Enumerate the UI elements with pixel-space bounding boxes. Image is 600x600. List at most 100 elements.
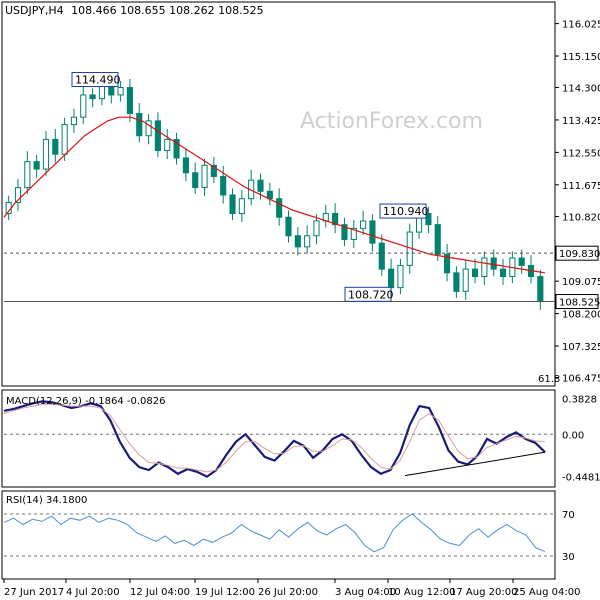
candle-body	[61, 124, 68, 155]
candle-body	[294, 235, 301, 248]
candle-body	[481, 257, 488, 278]
rsi-tick-label: 30	[562, 552, 575, 563]
candle-body	[537, 276, 544, 302]
candle-body	[210, 164, 217, 177]
price-tick-label: 113.425	[562, 116, 600, 127]
candle-body	[70, 116, 78, 126]
price-tick-label: 110.820	[562, 212, 600, 223]
macd-tick-label: 0.00	[562, 430, 584, 441]
price-tick-label: 106.475	[562, 374, 600, 385]
symbol-label: USDJPY,H4	[5, 4, 64, 17]
candle-body	[285, 216, 292, 237]
price-tick-label: 108.200	[562, 310, 600, 321]
price-tick-label: 109.075	[562, 277, 600, 288]
axis-layer: 116.025 115.150 114.300 113.425 112.550 111.6…	[3, 20, 600, 598]
candle-body	[201, 164, 208, 189]
rsi-tick-label: 70	[562, 510, 575, 521]
candle-body	[192, 172, 199, 189]
macd-layer	[3, 400, 555, 478]
candle-body	[462, 268, 469, 292]
time-tick-label: 25 Aug 04:00	[513, 587, 580, 598]
level-tag-label: 109.830	[559, 249, 600, 260]
candle-body	[518, 257, 525, 266]
time-tick-label: 4 Jul 20:00	[66, 587, 120, 598]
candle-body	[434, 224, 441, 255]
time-tick-label: 17 Aug 20:00	[450, 587, 517, 598]
fib-label: 61.8	[538, 374, 560, 385]
candle-body	[453, 272, 460, 292]
candle-body	[257, 179, 264, 192]
time-tick-label: 19 Jul 12:00	[195, 587, 255, 598]
macd-line	[3, 400, 546, 478]
macd-panel-frame	[1, 389, 556, 488]
price-tick-label: 112.550	[562, 148, 600, 159]
ohlc-values: 108.466 108.655 108.262 108.525	[71, 4, 263, 17]
candle-body	[80, 94, 87, 118]
symbol-header: USDJPY,H4 108.466 108.655 108.262 108.52…	[5, 4, 264, 17]
price-annotation-box	[344, 286, 392, 302]
price-annotation-label: 110.940	[383, 205, 429, 218]
candle-body	[397, 264, 404, 289]
candle-body	[332, 213, 339, 226]
candle-body	[14, 187, 22, 203]
level-tag	[555, 294, 599, 310]
candle-body	[341, 224, 348, 240]
rsi-layer	[3, 513, 555, 557]
price-tick-label: 111.675	[562, 181, 600, 192]
time-tick-label: 3 Aug 04:00	[335, 587, 396, 598]
time-tick-label: 27 Jun 2017	[4, 587, 64, 598]
candle-body	[350, 227, 357, 240]
candle-body	[154, 120, 161, 152]
candle-body	[42, 138, 50, 170]
time-tick-label: 26 Jul 20:00	[258, 587, 318, 598]
candle-body	[182, 157, 189, 174]
price-tick-label: 114.300	[562, 84, 600, 95]
candle-body	[360, 220, 367, 229]
candle-body	[490, 257, 497, 270]
time-tick-label: 10 Aug 12:00	[388, 587, 455, 598]
macd-trend-line	[404, 451, 546, 477]
candle-body	[304, 235, 311, 248]
candle-body	[24, 161, 31, 189]
rsi-line	[3, 513, 546, 553]
price-tick-label: 107.325	[562, 342, 600, 353]
candle-body	[89, 94, 96, 100]
candle-body	[388, 268, 395, 289]
price-annotation-box	[71, 71, 119, 87]
candle-body	[136, 112, 143, 137]
price-panel-frame	[1, 1, 556, 387]
price-layer: 114.490 110.940 108.720	[3, 71, 555, 310]
candle-body	[164, 138, 171, 152]
time-tick-label: 12 Jul 04:00	[130, 587, 190, 598]
macd-title: MACD(12,26,9) -0.1864 -0.0826	[6, 396, 166, 407]
rsi-panel-frame	[1, 490, 556, 580]
candle-body	[238, 198, 245, 215]
candle-body	[117, 87, 124, 96]
candle-body	[313, 220, 320, 237]
candle-body	[266, 190, 273, 200]
price-annotation-label: 108.720	[348, 288, 394, 301]
candle-body	[229, 194, 236, 215]
watermark: ActionForex.com	[300, 109, 483, 134]
price-tick-label: 116.025	[562, 20, 600, 31]
candle-body	[276, 198, 283, 218]
signal-line	[3, 403, 546, 473]
macd-tick-label: 0.3828	[562, 394, 597, 405]
candle-body	[369, 220, 376, 244]
candle-body	[499, 268, 507, 278]
macd-tick-label: -0.4481	[562, 472, 600, 483]
price-annotation-label: 114.490	[75, 73, 121, 86]
candle-body	[443, 253, 451, 274]
candle-body	[173, 138, 180, 159]
price-tick-label: 115.150	[562, 52, 600, 63]
candle-body	[52, 138, 59, 155]
candle-body	[33, 161, 40, 170]
candle-body	[425, 213, 432, 226]
candle-body	[471, 268, 479, 278]
candle-body	[145, 120, 152, 137]
moving-average-line	[3, 116, 546, 274]
rsi-title: RSI(14) 34.1800	[6, 495, 87, 506]
candle-body	[220, 175, 227, 196]
candle-body	[126, 87, 133, 114]
level-tag	[555, 245, 599, 261]
